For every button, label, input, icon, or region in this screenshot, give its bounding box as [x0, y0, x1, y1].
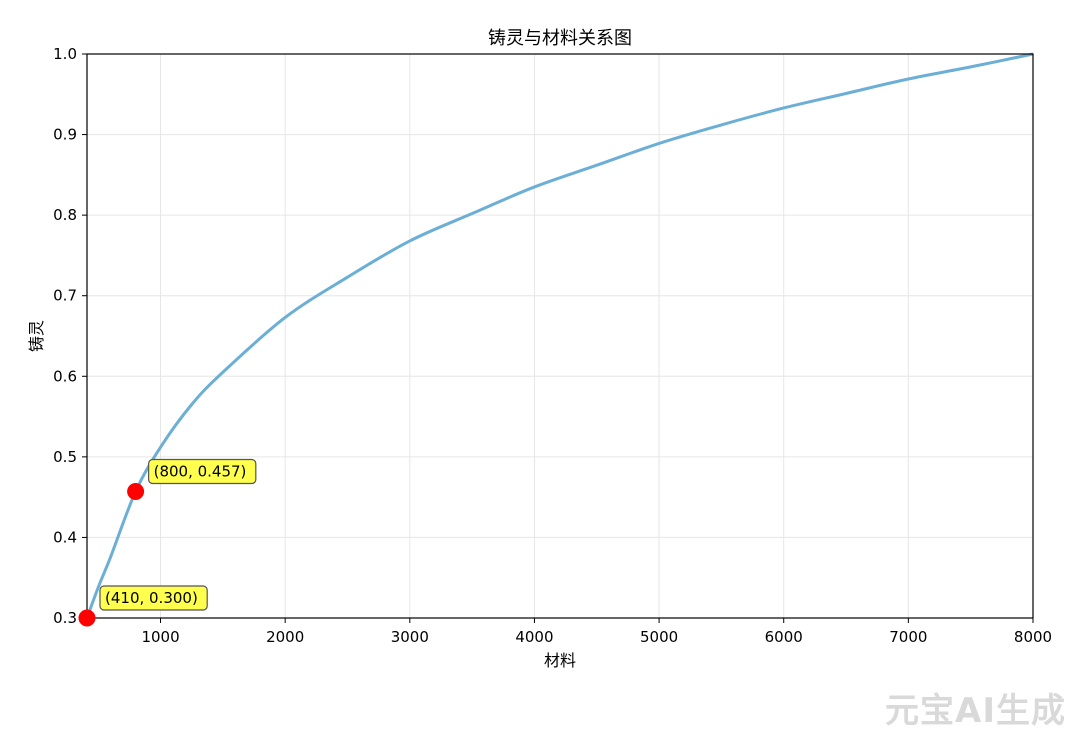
points-layer: (410, 0.300) (800, 0.457) [78, 458, 257, 627]
y-tick-label: 1.0 [53, 45, 77, 63]
y-tick-label: 0.6 [53, 367, 77, 385]
point-annotation-box [148, 458, 257, 485]
watermark: 元宝AI生成 [885, 691, 1066, 731]
y-tick-label: 0.7 [53, 287, 77, 305]
x-tick-label: 5000 [640, 628, 678, 646]
y-axis-title: 铸灵 [27, 320, 46, 352]
plot-frame [86, 53, 1034, 619]
x-axis: 1000 2000 3000 4000 5000 6000 7000 8000 [141, 618, 1052, 646]
y-tick-label: 0.9 [53, 126, 77, 144]
chart-title: 铸灵与材料关系图 [488, 28, 632, 49]
x-tick-label: 8000 [1014, 628, 1052, 646]
point-annotation-box [99, 585, 208, 611]
x-tick-label: 7000 [889, 628, 927, 646]
x-tick-label: 3000 [391, 628, 429, 646]
x-tick-label: 6000 [765, 628, 803, 646]
series-layer [85, 52, 1034, 619]
y-tick-label: 0.4 [53, 528, 77, 546]
point-annotation-label: (410, 0.300) [105, 589, 198, 607]
y-axis: 0.3 0.4 0.5 0.6 0.7 0.8 0.9 1.0 [53, 45, 87, 627]
y-tick-label: 0.3 [53, 609, 77, 627]
y-tick-label: 0.5 [53, 448, 77, 466]
x-axis-title: 材料 [544, 651, 576, 670]
highlight-point [78, 609, 96, 627]
x-tick-label: 4000 [515, 628, 553, 646]
highlight-point [127, 483, 145, 501]
x-tick-label: 1000 [141, 628, 179, 646]
series-line [85, 52, 1034, 619]
grid [87, 53, 1034, 619]
x-tick-label: 2000 [266, 628, 304, 646]
point-annotation-label: (800, 0.457) [154, 463, 247, 481]
y-tick-label: 0.8 [53, 206, 77, 224]
